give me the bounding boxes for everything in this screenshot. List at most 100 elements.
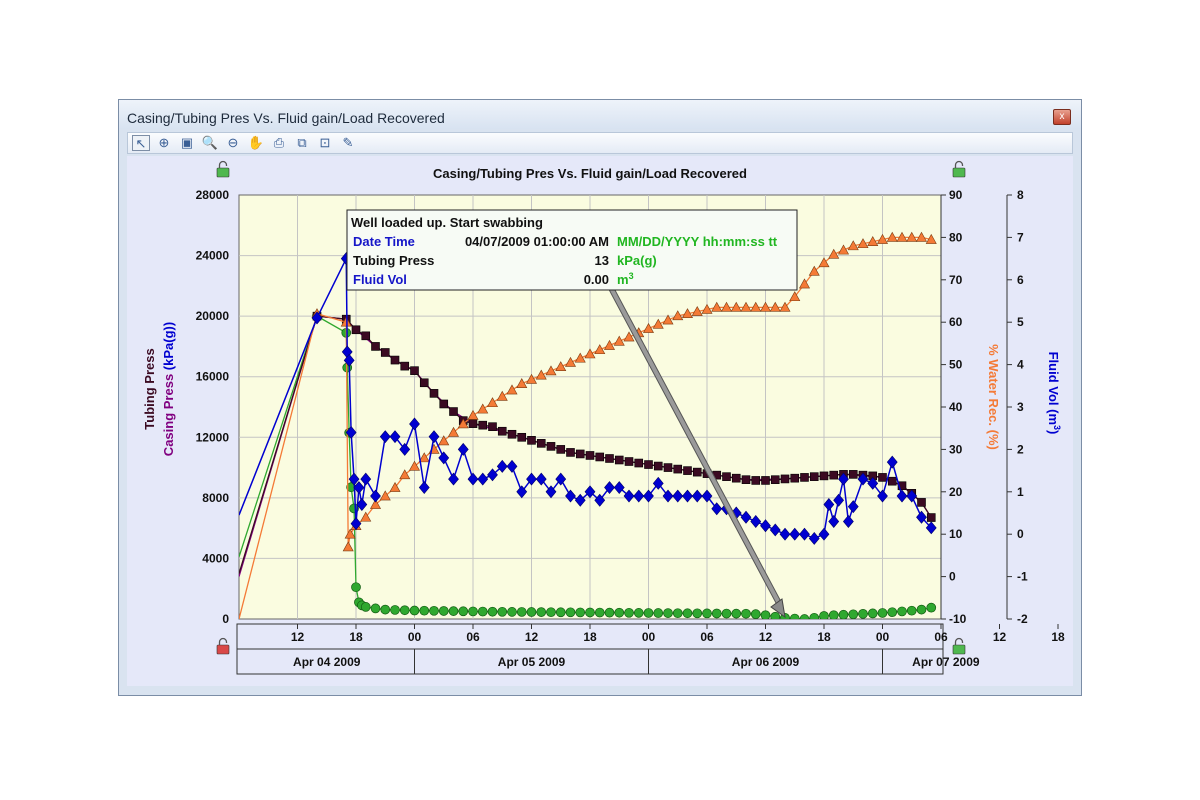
data-point-circle: [409, 605, 420, 616]
data-point-diamond: [789, 527, 801, 541]
lock-shackle: [218, 637, 228, 645]
annotation-arrow-shaft-inner: [592, 255, 783, 608]
unlocked-icon[interactable]: [952, 160, 966, 178]
data-point-diamond: [662, 489, 674, 503]
data-point-diamond: [867, 476, 879, 490]
lock-body: [216, 644, 230, 655]
data-point-circle: [614, 607, 625, 618]
data-point-circle: [702, 608, 712, 619]
left-axis-tick-label: 12000: [196, 430, 230, 444]
tooltip-row-label: Tubing Press: [353, 253, 434, 268]
data-point-triangle: [516, 378, 528, 388]
data-point-diamond: [652, 476, 664, 490]
data-point-triangle: [681, 308, 694, 319]
data-point-circle: [858, 609, 868, 619]
annotation-tooltip[interactable]: [346, 209, 798, 291]
right-axis-1-tick-label: 40: [949, 400, 963, 414]
x-axis-date-label: Apr 07 2009: [912, 655, 980, 669]
data-point-diamond: [838, 472, 849, 486]
data-point-square: [634, 458, 644, 468]
data-point-diamond: [925, 521, 937, 535]
locked-icon[interactable]: [216, 637, 230, 655]
data-point-square: [751, 476, 761, 485]
data-point-circle: [877, 608, 888, 618]
data-point-diamond: [555, 472, 567, 486]
close-button[interactable]: x: [1053, 109, 1071, 125]
zoom-icon[interactable]: 🔍: [201, 135, 219, 150]
data-point-diamond: [448, 472, 459, 486]
data-point-circle: [575, 607, 586, 618]
pan-hand-icon[interactable]: ✋: [247, 135, 265, 150]
unlocked-icon[interactable]: [952, 637, 966, 655]
data-point-circle: [711, 608, 722, 619]
tooltip-unit-main: MM/DD/YYYY hh:mm:ss tt: [617, 234, 778, 249]
data-point-square: [761, 476, 770, 485]
right-axis-2-title-sup: 3: [1052, 425, 1062, 430]
data-point-circle: [682, 608, 693, 619]
data-point-diamond: [345, 425, 357, 439]
annotation-icon[interactable]: ✎: [342, 135, 354, 150]
print-preview-icon[interactable]: ⧉: [297, 135, 307, 150]
data-point-square: [429, 389, 439, 398]
data-point-circle: [429, 605, 439, 616]
x-axis-date-label: Apr 05 2009: [498, 655, 566, 669]
data-point-triangle: [342, 541, 354, 552]
data-point-diamond: [823, 498, 835, 511]
data-point-circle: [672, 608, 683, 619]
data-point-triangle: [496, 390, 508, 401]
data-point-diamond: [545, 485, 557, 499]
data-point-triangle: [642, 322, 655, 333]
data-point-triangle: [564, 356, 577, 367]
data-point-circle: [399, 605, 410, 616]
data-point-circle: [594, 607, 605, 618]
data-point-triangle: [623, 331, 635, 342]
data-point-diamond: [842, 515, 854, 528]
data-point-circle: [487, 606, 498, 617]
zoom-box-icon[interactable]: ▣: [180, 135, 194, 150]
data-point-diamond: [847, 500, 859, 514]
data-point-circle: [497, 606, 508, 617]
data-point-triangle: [789, 291, 801, 302]
data-point-square: [614, 455, 624, 465]
data-point-triangle: [506, 384, 518, 395]
data-point-triangle: [857, 238, 869, 249]
data-point-triangle: [447, 426, 460, 437]
data-point-square: [380, 348, 390, 357]
data-point-triangle: [779, 301, 791, 312]
data-point-circle: [770, 611, 781, 619]
unlocked-icon[interactable]: [216, 160, 230, 178]
data-point-diamond: [343, 353, 355, 367]
data-point-square: [692, 467, 702, 477]
x-axis-hour-label: 18: [817, 630, 831, 644]
data-point-square: [488, 422, 497, 431]
x-axis-hour-label: 12: [759, 630, 773, 644]
data-point-diamond: [457, 442, 469, 456]
title-bar[interactable]: Casing/Tubing Pres Vs. Fluid gain/Load R…: [119, 100, 1081, 129]
data-point-square: [410, 366, 419, 375]
data-point-diamond: [682, 489, 693, 503]
data-point-diamond: [643, 489, 654, 503]
data-point-triangle: [662, 314, 674, 325]
data-point-square: [468, 419, 478, 428]
print-icon[interactable]: ⎙: [273, 135, 285, 150]
data-point-triangle: [477, 403, 489, 414]
data-point-diamond: [623, 489, 635, 503]
data-point-diamond: [857, 472, 869, 486]
data-point-triangle: [818, 257, 830, 268]
right-axis-2-tick-label: 8: [1017, 188, 1024, 202]
zoom-out-icon[interactable]: ⊖: [227, 135, 239, 150]
data-point-square: [595, 452, 605, 462]
data-point-triangle: [701, 303, 713, 314]
data-point-square: [819, 471, 829, 481]
pointer-icon[interactable]: ↖: [132, 135, 150, 151]
data-point-circle: [828, 610, 839, 619]
data-point-circle: [390, 605, 400, 615]
data-point-diamond: [691, 489, 703, 503]
chart-svg[interactable]: Casing/Tubing Pres Vs. Fluid gain/Load R…: [127, 156, 1123, 686]
copy-chart-icon[interactable]: ⊡: [319, 135, 331, 150]
zoom-in-icon[interactable]: ⊕: [158, 135, 170, 150]
x-axis-hour-label: 12: [525, 630, 539, 644]
series-fluid-vol: [239, 252, 937, 545]
series-layer: [239, 231, 937, 619]
x-axis-hour-label: 18: [583, 630, 597, 644]
